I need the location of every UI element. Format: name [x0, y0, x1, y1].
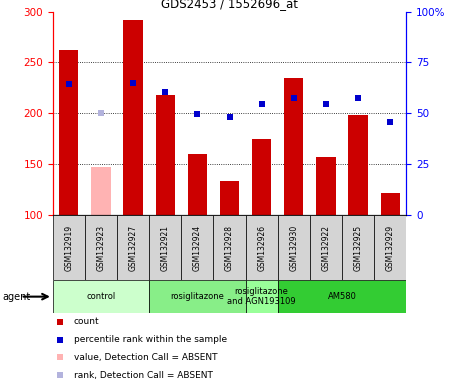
Text: GSM132924: GSM132924	[193, 225, 202, 271]
Text: GSM132922: GSM132922	[321, 225, 330, 271]
Bar	[284, 78, 303, 215]
Bar	[53, 215, 85, 280]
Bar	[156, 95, 175, 215]
Point	[56, 354, 63, 361]
Text: GSM132929: GSM132929	[386, 225, 395, 271]
Bar	[149, 215, 181, 280]
Bar	[220, 182, 239, 215]
Bar	[149, 280, 246, 313]
Text: percentile rank within the sample: percentile rank within the sample	[74, 335, 227, 344]
Bar	[381, 193, 400, 215]
Bar	[85, 215, 117, 280]
Bar	[123, 20, 143, 215]
Bar	[181, 215, 213, 280]
Point	[129, 79, 137, 86]
Text: value, Detection Call = ABSENT: value, Detection Call = ABSENT	[74, 353, 218, 362]
Point	[56, 319, 63, 325]
Bar	[59, 50, 78, 215]
Text: rosiglitazone: rosiglitazone	[170, 292, 224, 301]
Text: GSM132925: GSM132925	[353, 225, 363, 271]
Point	[162, 89, 169, 95]
Point	[194, 111, 201, 118]
Text: GSM132927: GSM132927	[129, 225, 138, 271]
Point	[322, 101, 330, 107]
Text: GSM132921: GSM132921	[161, 225, 170, 271]
Bar	[316, 157, 336, 215]
Point	[65, 81, 73, 87]
Bar	[53, 280, 149, 313]
Point	[354, 95, 362, 101]
Bar	[374, 215, 406, 280]
Bar	[278, 215, 310, 280]
Bar	[91, 167, 111, 215]
Text: GSM132919: GSM132919	[64, 225, 73, 271]
Point	[56, 372, 63, 378]
Point	[386, 119, 394, 126]
Bar	[310, 215, 342, 280]
Point	[97, 110, 105, 116]
Bar	[348, 115, 368, 215]
Text: GSM132923: GSM132923	[96, 225, 106, 271]
Text: GSM132926: GSM132926	[257, 225, 266, 271]
Text: count: count	[74, 317, 100, 326]
Bar	[188, 154, 207, 215]
Bar	[246, 215, 278, 280]
Point	[56, 336, 63, 343]
Text: AM580: AM580	[328, 292, 356, 301]
Text: control: control	[86, 292, 116, 301]
Text: GSM132928: GSM132928	[225, 225, 234, 271]
Point	[226, 114, 233, 121]
Text: rosiglitazone
and AGN193109: rosiglitazone and AGN193109	[227, 287, 296, 306]
Point	[258, 101, 265, 107]
Bar	[246, 280, 278, 313]
Bar	[213, 215, 246, 280]
Bar	[278, 280, 406, 313]
Bar	[342, 215, 374, 280]
Title: GDS2453 / 1552696_at: GDS2453 / 1552696_at	[161, 0, 298, 10]
Bar	[252, 139, 271, 215]
Text: agent: agent	[2, 291, 31, 302]
Text: rank, Detection Call = ABSENT: rank, Detection Call = ABSENT	[74, 371, 213, 380]
Text: GSM132930: GSM132930	[289, 225, 298, 271]
Point	[290, 95, 297, 101]
Bar	[117, 215, 149, 280]
